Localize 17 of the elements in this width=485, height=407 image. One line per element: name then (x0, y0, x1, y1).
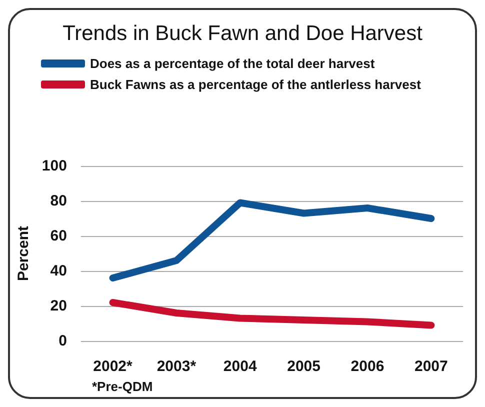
y-tick-label: 40 (50, 262, 67, 280)
x-tick-label: 2007 (414, 358, 448, 375)
y-tick-label: 100 (42, 158, 67, 174)
y-tick-label: 20 (50, 298, 67, 314)
text: *Pre-QDM (92, 379, 153, 394)
y-tick-label: 80 (50, 192, 67, 210)
y-tick-label: 0 (58, 332, 67, 350)
x-tick-label: 2006 (350, 358, 384, 375)
legend-label: Buck Fawns as a percentage of the antlerless harvest (90, 77, 422, 92)
x-tick-label: 2004 (223, 358, 258, 375)
x-tick-label: 2003* (156, 358, 196, 375)
x-tick-label: 2005 (287, 358, 320, 375)
y-tick-label: 60 (50, 228, 67, 244)
chart-title: Trends in Buck Fawn and Doe Harvest (62, 22, 423, 45)
x-tick-label: 2002* (93, 358, 133, 375)
legend-label: Does as a percentage of the total deer harvest (90, 56, 376, 71)
y-axis-title: Percent (15, 226, 32, 282)
